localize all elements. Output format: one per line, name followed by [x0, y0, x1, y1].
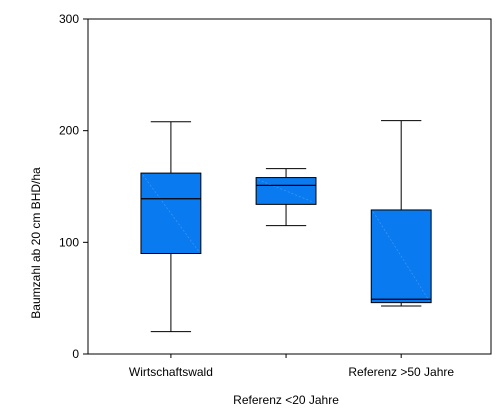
box-3 — [370, 120, 432, 307]
iqr-box — [140, 172, 202, 255]
y-tick-label: 200 — [59, 124, 79, 138]
y-tick-label: 300 — [59, 12, 79, 26]
x-axis: Wirtschaftswald Referenz <20 Jahre Referen… — [129, 354, 454, 407]
y-axis-label: Baumzahl ab 20 cm BHD/ha — [29, 167, 43, 319]
iqr-box — [255, 177, 317, 205]
y-tick-label: 100 — [59, 235, 79, 249]
x-tick-label: Referenz <20 Jahre — [233, 393, 339, 407]
box-1 — [140, 121, 202, 333]
box-2 — [255, 168, 317, 227]
y-axis: 0 100 200 300 — [59, 12, 88, 361]
y-tick-label: 0 — [72, 347, 79, 361]
box-sheen — [372, 211, 430, 301]
x-tick-label: Referenz >50 Jahre — [348, 365, 454, 379]
plot-frame — [87, 18, 492, 355]
boxes — [140, 120, 432, 333]
x-tick-label: Wirtschaftswald — [129, 365, 213, 379]
